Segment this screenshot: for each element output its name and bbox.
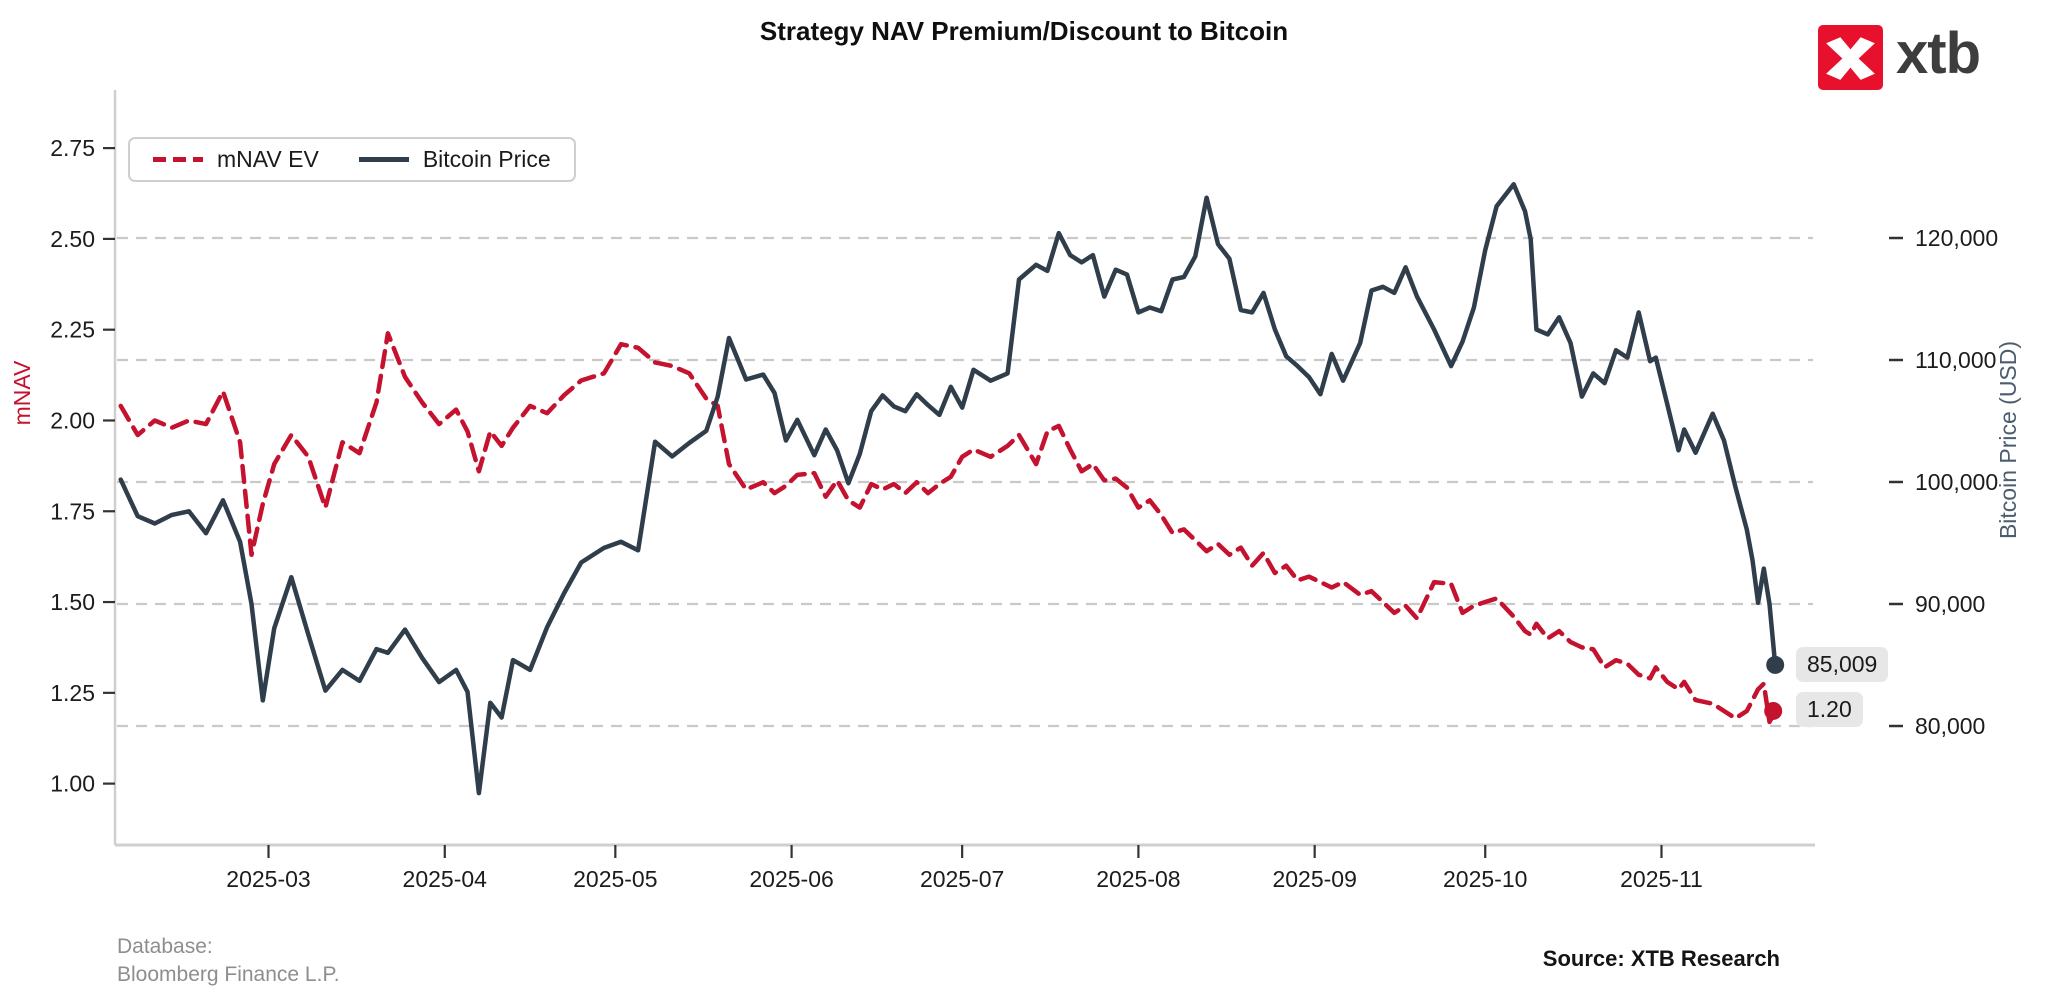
x-tick-label: 2025-10: [1443, 866, 1527, 892]
xtb-logo-text: xtb: [1896, 20, 1981, 86]
btc-line-sample-icon: [358, 157, 409, 162]
y-left-tick-label: 1.00: [50, 771, 95, 797]
y-left-tick-label: 2.00: [50, 407, 95, 433]
legend-item-mnav: mNAV EV: [153, 146, 319, 173]
x-tick-label: 2025-09: [1272, 866, 1356, 892]
mnav-line: [118, 331, 1778, 725]
legend-label-mnav: mNAV EV: [217, 146, 319, 172]
x-tick-label: 2025-05: [573, 866, 657, 892]
x-tick-label: 2025-06: [749, 866, 833, 892]
database-note: Database: Bloomberg Finance L.P.: [117, 933, 340, 989]
database-note-line1: Database:: [117, 935, 213, 958]
legend-label-btc: Bitcoin Price: [422, 146, 551, 172]
mnav-end-dot: [1764, 701, 1783, 720]
legend-item-btc: Bitcoin Price: [358, 146, 551, 173]
left-axis-title: mNAV: [9, 360, 35, 425]
x-tick-label: 2025-03: [226, 866, 310, 892]
legend: mNAV EV Bitcoin Price: [128, 137, 576, 182]
xtb-x-glyph: [1826, 37, 1875, 80]
database-note-line2: Bloomberg Finance L.P.: [117, 963, 340, 986]
btc-line: [118, 182, 1778, 796]
y-left-tick-label: 2.50: [50, 226, 95, 252]
y-right-tick-label: 120,000: [1915, 225, 1998, 251]
y-left-tick-label: 1.75: [50, 498, 95, 524]
y-right-tick-label: 80,000: [1915, 713, 1985, 739]
page-title: Strategy NAV Premium/Discount to Bitcoin: [759, 16, 1289, 46]
x-tick-label: 2025-11: [1620, 866, 1703, 892]
mnav-end-value-badge: 1.20: [1796, 692, 1863, 727]
mnav-line-sample-icon: [153, 157, 203, 162]
btc-end-value-badge: 85,009: [1796, 647, 1889, 682]
y-right-tick-label: 100,000: [1915, 469, 1998, 495]
right-axis-title: Bitcoin Price (USD): [1995, 341, 2021, 539]
x-tick-label: 2025-04: [403, 866, 488, 892]
source-note: Source: XTB Research: [1542, 946, 1780, 971]
y-right-tick-label: 110,000: [1915, 347, 1996, 373]
y-left-tick-label: 2.75: [50, 135, 95, 161]
y-left-tick-label: 1.25: [50, 680, 95, 706]
xtb-logo: xtb: [1818, 20, 1981, 90]
x-tick-label: 2025-07: [920, 866, 1004, 892]
x-tick-label: 2025-08: [1096, 866, 1180, 892]
y-left-tick-label: 2.25: [50, 317, 95, 343]
y-left-tick-label: 1.50: [50, 589, 95, 615]
y-right-tick-label: 90,000: [1915, 591, 1985, 617]
xtb-logo-icon: [1818, 25, 1883, 90]
btc-end-dot: [1766, 655, 1785, 674]
